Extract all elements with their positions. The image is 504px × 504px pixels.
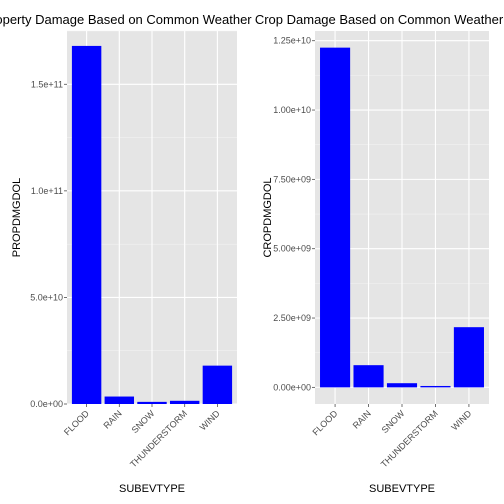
chart-title: Crop Damage Based on Common Weather	[255, 12, 504, 27]
bar-snow	[386, 383, 418, 388]
bar-rain	[353, 365, 384, 388]
property-damage-chart: 0.0e+00 5.0e+10 1.0e+11 1.5e+11 FLOOD RAIN SNO…	[0, 12, 252, 495]
y-tick-label: 1.00e+10	[273, 105, 311, 115]
y-tick-label: 1.5e+11	[31, 79, 63, 89]
x-tick-label: RAIN	[101, 408, 123, 430]
x-tick-label: FLOOD	[62, 408, 91, 437]
bar-thunderstorm	[169, 400, 200, 404]
x-tick-label: THUNDERSTORM	[128, 408, 189, 469]
bar-wind	[202, 365, 233, 404]
y-tick-label: 0.00e+00	[273, 382, 311, 392]
bar-wind	[453, 327, 484, 388]
y-tick-label: 1.0e+11	[31, 186, 63, 196]
x-tick-label: FLOOD	[310, 408, 339, 437]
x-tick-label: THUNDERSTORM	[379, 408, 440, 469]
bar-thunderstorm	[420, 385, 451, 388]
y-tick-label: 2.50e+09	[273, 313, 311, 323]
bar-snow	[137, 401, 167, 404]
y-tick-label: 5.00e+09	[273, 244, 311, 254]
y-tick-label: 5.0e+10	[30, 292, 63, 302]
y-tick-label: 1.25e+10	[273, 36, 311, 46]
x-tick-label: SNOW	[130, 408, 157, 435]
y-tick-label: 0.0e+00	[30, 399, 63, 409]
x-tick-label: WIND	[198, 408, 222, 432]
y-tick-label: 7.50e+09	[273, 174, 311, 184]
bar-flood	[71, 45, 102, 405]
x-tick-label: WIND	[449, 408, 473, 432]
chart-title: Property Damage Based on Common Weather	[0, 12, 252, 27]
bar-rain	[104, 396, 135, 404]
bar-flood	[320, 47, 351, 388]
x-axis-title: SUBEVTYPE	[369, 483, 435, 495]
y-axis-title: PROPDMGDOL	[11, 178, 23, 257]
x-axis-title: SUBEVTYPE	[119, 483, 185, 495]
x-tick-label: RAIN	[351, 408, 373, 430]
y-axis-title: CROPDMGDOL	[262, 177, 274, 257]
x-tick-label: SNOW	[380, 408, 407, 435]
crop-damage-chart: 0.00e+00 2.50e+09 5.00e+09 7.50e+09 1.00e+10…	[255, 12, 504, 495]
